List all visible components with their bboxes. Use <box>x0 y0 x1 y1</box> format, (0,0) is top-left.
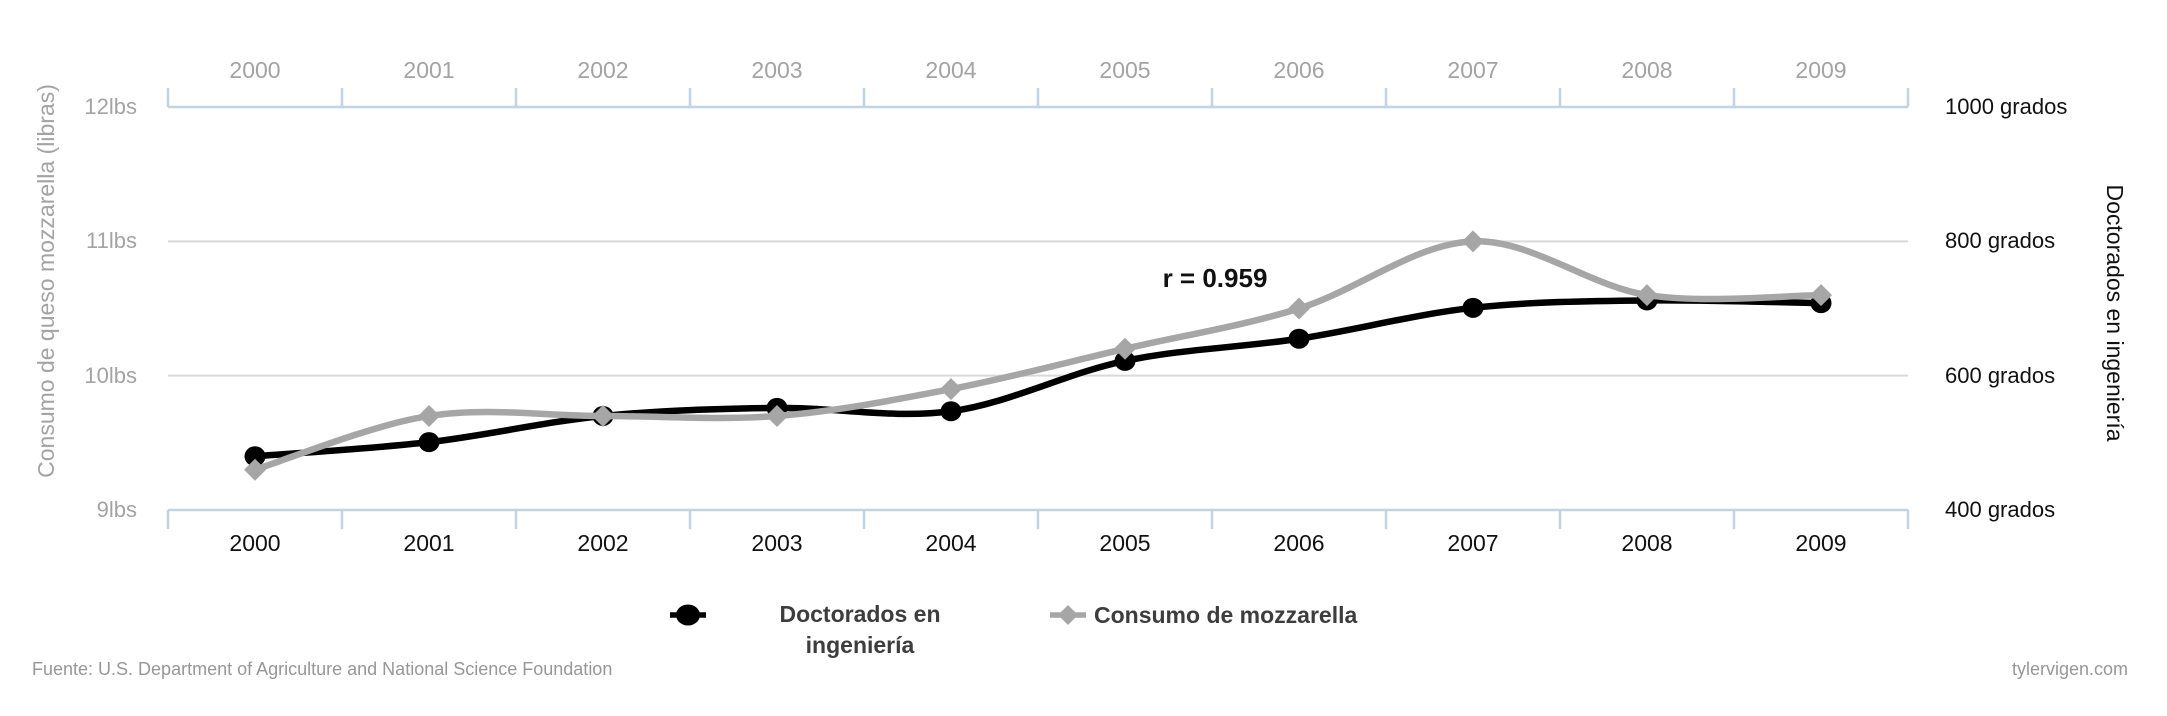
bottom-year-label: 2000 <box>229 530 280 556</box>
data-point-mozzarella <box>592 404 614 427</box>
top-year-label: 2007 <box>1447 57 1498 83</box>
bottom-year-label: 2007 <box>1447 530 1498 556</box>
source-attribution: Fuente: U.S. Department of Agriculture a… <box>32 659 613 679</box>
right-axis-tick-400: 400 grados <box>1945 497 2056 522</box>
top-year-label: 2009 <box>1795 57 1846 83</box>
left-axis-tick-10lbs: 10lbs <box>84 363 137 388</box>
top-year-label: 2004 <box>925 57 976 83</box>
bottom-year-label: 2003 <box>751 530 802 556</box>
bottom-year-label: 2001 <box>403 530 454 556</box>
bottom-year-label: 2009 <box>1795 530 1846 556</box>
top-year-label: 2000 <box>229 57 280 83</box>
left-axis-tick-9lbs: 9lbs <box>96 497 137 522</box>
left-axis-title: Consumo de queso mozzarella (libras) <box>33 84 59 478</box>
bottom-year-label: 2004 <box>925 530 976 556</box>
legend-marker-doctorates-icon <box>670 604 706 626</box>
bottom-year-label: 2006 <box>1273 530 1324 556</box>
data-point-mozzarella <box>766 404 788 427</box>
top-year-label: 2005 <box>1099 57 1150 83</box>
left-axis-tick-11lbs: 11lbs <box>86 228 137 253</box>
data-point-doctorates <box>1114 350 1136 371</box>
data-point-mozzarella <box>940 378 962 401</box>
legend-label-mozzarella: Consumo de mozzarella <box>1094 602 1358 628</box>
data-point-doctorates <box>1462 297 1484 318</box>
bottom-year-label: 2008 <box>1621 530 1672 556</box>
bottom-year-label: 2005 <box>1099 530 1150 556</box>
bottom-year-label: 2002 <box>577 530 628 556</box>
data-point-doctorates <box>244 446 266 467</box>
top-year-label: 2002 <box>577 57 628 83</box>
right-axis-tick-800: 800 grados <box>1945 228 2056 253</box>
top-year-label: 2003 <box>751 57 802 83</box>
data-point-mozzarella <box>1114 337 1136 360</box>
data-point-doctorates <box>418 432 440 453</box>
data-point-mozzarella <box>1636 284 1658 307</box>
top-year-label: 2008 <box>1621 57 1672 83</box>
right-axis-tick-600: 600 grados <box>1945 363 2056 388</box>
top-year-label: 2001 <box>403 57 454 83</box>
data-point-mozzarella <box>1288 297 1310 320</box>
right-axis-tick-1000: 1000 grados <box>1945 94 2068 119</box>
top-year-label: 2006 <box>1273 57 1324 83</box>
data-point-mozzarella <box>418 404 440 427</box>
data-point-mozzarella <box>1462 230 1484 253</box>
legend-label-doctorates: Doctorados en ingeniería <box>779 601 941 658</box>
correlation-annotation: r = 0.959 <box>1162 263 1268 293</box>
left-axis-tick-12lbs: 12lbs <box>84 94 137 119</box>
data-point-doctorates <box>940 401 962 422</box>
site-credit: tylervigen.com <box>2011 659 2128 679</box>
right-axis-title: Doctorados en ingeniería <box>2102 184 2128 442</box>
legend-marker-mozzarella-icon <box>1050 605 1086 625</box>
series-line-doctorates <box>251 297 1825 460</box>
data-point-mozzarella <box>244 458 266 481</box>
series-line-mozzarella <box>251 238 1825 473</box>
data-point-mozzarella <box>1810 284 1832 307</box>
data-point-doctorates <box>1288 328 1310 349</box>
